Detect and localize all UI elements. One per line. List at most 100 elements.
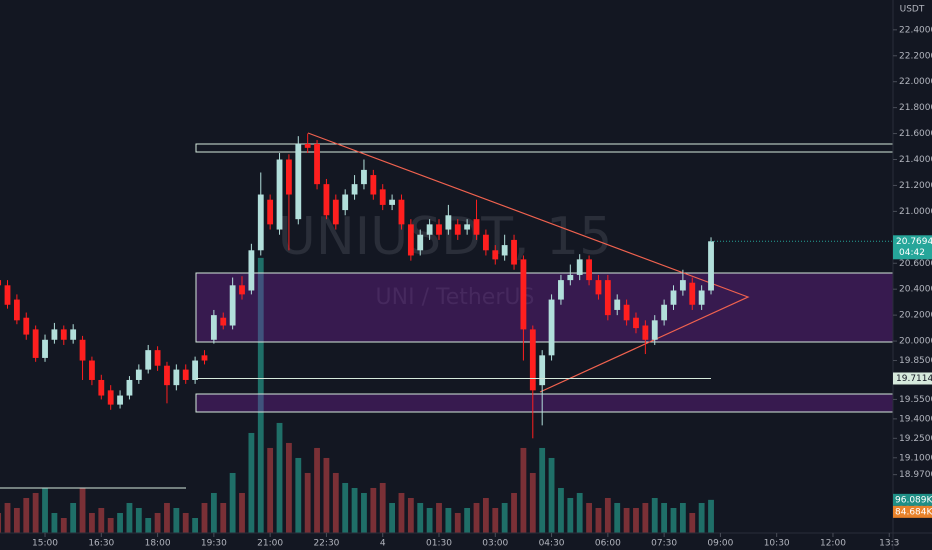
candle-body (558, 280, 564, 300)
candle-body (107, 390, 114, 405)
candle-body (417, 234, 424, 251)
volume-bar (370, 487, 377, 533)
watermark-title: UNIUSDT, 15 (278, 207, 612, 267)
y-tick-label: 21.6000 (899, 129, 932, 139)
volume-bar (586, 502, 592, 533)
x-tick-label: 10:30 (764, 539, 790, 549)
volume-bar (42, 487, 48, 533)
candle-body (464, 224, 471, 230)
candle-body (79, 339, 86, 361)
candle-body (529, 329, 536, 391)
volume-bar (201, 502, 208, 533)
x-tick-label: 07:30 (651, 539, 677, 549)
candle-body (117, 395, 123, 405)
candle-body (201, 355, 208, 361)
y-tick-label: 21.8000 (899, 103, 932, 113)
volume-bar (173, 507, 180, 533)
volume-bar (689, 512, 696, 533)
candle-body (454, 224, 461, 235)
candle-body (567, 274, 574, 281)
x-tick-label: 13:3 (879, 539, 899, 549)
y-tick-label: 22.2000 (899, 51, 932, 61)
volume-bar (323, 457, 330, 533)
x-tick-label: 22:30 (313, 539, 339, 549)
candle-body (576, 259, 583, 275)
x-tick-label: 06:00 (595, 539, 621, 549)
candle-body (698, 290, 705, 305)
volume-bar (32, 492, 39, 533)
triangle (307, 132, 750, 393)
volume-bar (79, 487, 86, 533)
candle-body (407, 224, 414, 256)
candle-body (689, 282, 696, 305)
volume-last-label: 96.089K (895, 495, 932, 505)
volume-bar (436, 502, 442, 533)
candle-body (604, 280, 611, 316)
volume-bar (229, 472, 236, 533)
volume-bar (342, 482, 349, 533)
volume-bar (670, 507, 677, 533)
volume-bar (98, 507, 105, 533)
volume-bar (389, 502, 396, 533)
candle-body (51, 329, 58, 340)
volume-bar (651, 497, 658, 533)
volume-bar (239, 492, 245, 533)
candle-body (286, 159, 292, 195)
candle-body (239, 285, 245, 295)
y-tick-label: 20.6000 (899, 259, 932, 269)
volume-bar (70, 502, 77, 533)
volume-bar (595, 507, 602, 533)
volume-bar (464, 507, 471, 533)
candle-body (173, 369, 180, 386)
volume-ma-bg (893, 505, 932, 518)
volume-bar (633, 507, 639, 533)
x-tick-label: 4 (380, 539, 386, 549)
volume-bar (145, 517, 152, 533)
y-tick-label: 19.5500 (899, 395, 932, 405)
candle-body (351, 184, 358, 195)
y-tick-label: 20.4000 (899, 285, 932, 295)
last-price-bg (893, 235, 932, 260)
volume-bar (679, 502, 686, 533)
candle-body (361, 169, 367, 185)
volume-bar (286, 442, 292, 533)
volume-bar (501, 502, 508, 533)
candle-body (679, 280, 686, 291)
candle-body (520, 259, 527, 330)
candle-body (257, 194, 264, 251)
candle-body (473, 219, 480, 235)
candle-body (332, 199, 339, 225)
y-tick-label: 20.0000 (899, 337, 932, 347)
volume-bar (661, 502, 668, 533)
candle-body (426, 224, 433, 235)
candle-body (501, 245, 508, 256)
x-tick-label: 01:30 (426, 539, 452, 549)
volume-bar (623, 507, 630, 533)
y-tick-label: 18.9700 (899, 470, 932, 480)
volume-bar (182, 512, 189, 533)
volume-bar (492, 507, 499, 533)
y-tick-label: 19.8500 (899, 356, 932, 366)
volume-bar (107, 517, 114, 533)
volume-bar (192, 517, 199, 533)
candle-body (4, 285, 11, 305)
candle-body (276, 159, 283, 230)
volume-ma-label: 84.684K (895, 507, 932, 517)
support-box (195, 393, 894, 413)
candle-body (304, 143, 311, 148)
volume-bar (539, 447, 546, 533)
volume-bar (304, 472, 311, 533)
candle-body (126, 379, 133, 396)
volume-layer (0, 257, 714, 533)
candle-body (670, 290, 677, 305)
candle-body (229, 285, 236, 326)
volume-bar (417, 502, 424, 533)
candle-body (42, 339, 48, 358)
volume-bar (164, 502, 170, 533)
hline-label: 19.7114 (896, 374, 932, 384)
y-tick-label: 22.4000 (899, 25, 932, 35)
candle-body (539, 355, 546, 386)
volume-bar (511, 492, 517, 533)
candle-body (13, 299, 20, 321)
volume-bar (614, 502, 621, 533)
